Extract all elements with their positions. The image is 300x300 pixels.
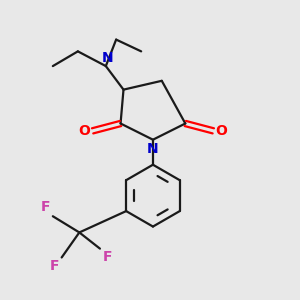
Text: N: N: [147, 142, 159, 156]
Text: O: O: [216, 124, 227, 138]
Text: F: F: [50, 259, 59, 273]
Text: O: O: [78, 124, 90, 138]
Text: F: F: [41, 200, 50, 214]
Text: F: F: [102, 250, 112, 264]
Text: N: N: [101, 51, 113, 64]
